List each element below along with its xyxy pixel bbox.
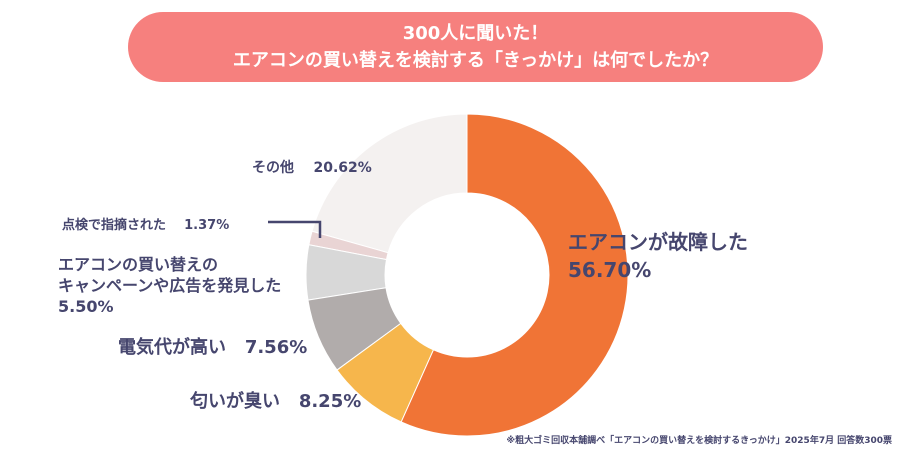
label-inspection: 点検で指摘された 1.37% [62,214,229,233]
title-line-1: 300人に聞いた！ [402,23,549,44]
label-broken: エアコンが故障した 56.70% [568,228,748,284]
label-electricity-value: 7.56% [244,337,308,358]
slice-1 [336,322,435,423]
slice-3 [305,244,388,301]
label-campaign-value: 5.50% [58,297,114,316]
source-note: ※粗大ゴミ回収本舗調べ「エアコンの買い替えを検討するきっかけ」2025年7月 回… [506,436,892,446]
label-other-name: その他 [252,160,294,176]
title-line-2: エアコンの買い替えを検討する「きっかけ」は何でしたか？ [232,50,719,71]
label-campaign-line-1: エアコンの買い替えの [58,255,219,274]
label-inspection-name: 点検で指摘された [62,218,167,233]
label-inspection-value: 1.37% [184,218,230,233]
label-campaign-line-2: キャンペーンや広告を発見した [58,276,282,295]
label-electricity: 電気代が高い 7.56% [118,333,307,359]
label-smell-value: 8.25% [298,391,362,412]
label-campaign: エアコンの買い替えの キャンペーンや広告を発見した 5.50% [58,254,281,317]
slice-0 [400,113,629,437]
label-broken-value: 56.70% [568,258,652,282]
slice-5 [311,113,468,254]
slice-4 [308,230,389,261]
label-other-value: 20.62% [313,160,372,176]
label-electricity-name: 電気代が高い [118,337,226,358]
label-other: その他 20.62% [252,157,372,177]
label-smell: 匂いが臭い 8.25% [190,387,361,413]
chart-title: 300人に聞いた！ エアコンの買い替えを検討する「きっかけ」は何でしたか？ [128,12,823,82]
leader-line [268,220,322,238]
label-smell-name: 匂いが臭い [190,391,280,412]
label-broken-name: エアコンが故障した [568,230,748,254]
slice-2 [307,287,402,371]
